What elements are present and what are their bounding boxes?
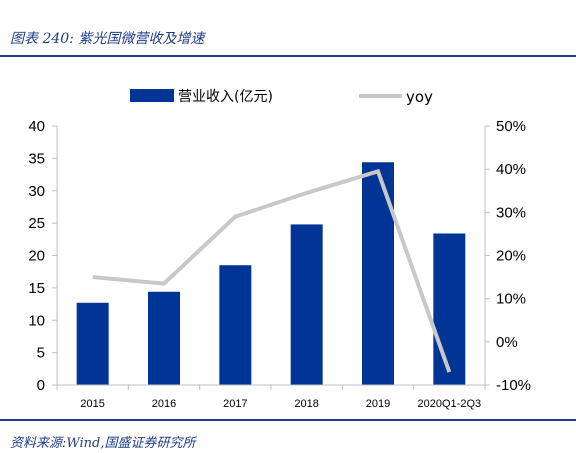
- top-rule: [0, 55, 576, 57]
- x-tick-label: 2018: [294, 398, 318, 410]
- legend: 营业收入(亿元) yoy: [130, 88, 433, 106]
- legend-line-label: yoy: [406, 88, 433, 106]
- revenue-bar: [76, 302, 109, 385]
- right-tick-label: 50%: [496, 118, 526, 135]
- bottom-rule: [0, 419, 576, 421]
- x-tick-label: 2015: [80, 398, 104, 410]
- legend-bar-swatch: [130, 89, 174, 102]
- source-note: 资料来源:Wind,国盛证券研究所: [10, 436, 196, 451]
- yoy-line: [92, 168, 452, 373]
- right-tick-label: 10%: [496, 291, 526, 308]
- yoy-series: [92, 168, 452, 373]
- x-tick-label: 2019: [366, 398, 390, 410]
- right-tick-label: 40%: [496, 161, 526, 178]
- figure-title: 图表 240: 紫光国微营收及增速: [10, 31, 205, 47]
- x-tick-label: 2020Q1-2Q3: [418, 398, 482, 410]
- left-tick-label: 40: [28, 118, 45, 135]
- left-tick-label: 35: [28, 150, 45, 167]
- left-tick-label: 0: [37, 377, 45, 394]
- left-tick-label: 25: [28, 215, 45, 232]
- right-tick-label: -10%: [496, 377, 531, 394]
- legend-bar-label: 营业收入(亿元): [178, 89, 273, 105]
- revenue-bar: [290, 224, 323, 385]
- revenue-bar: [219, 265, 252, 385]
- left-tick-label: 15: [28, 280, 45, 297]
- axes: 0 5 10 15 20 25 30 35 40 -10% 0% 10% 20% 30% 40% 50% 201…: [28, 118, 531, 410]
- x-tick-label: 2017: [223, 398, 247, 410]
- revenue-bar: [362, 162, 394, 385]
- left-tick-label: 30: [28, 183, 45, 200]
- revenue-bar: [148, 291, 180, 385]
- left-tick-label: 10: [28, 312, 45, 329]
- right-tick-label: 0%: [496, 334, 518, 351]
- x-tick-label: 2016: [152, 398, 176, 410]
- bar-series: [76, 162, 466, 385]
- right-tick-label: 20%: [496, 248, 526, 265]
- left-tick-label: 20: [28, 248, 45, 265]
- revenue-bar: [433, 233, 466, 385]
- right-tick-label: 30%: [496, 204, 526, 221]
- left-tick-label: 5: [37, 345, 45, 362]
